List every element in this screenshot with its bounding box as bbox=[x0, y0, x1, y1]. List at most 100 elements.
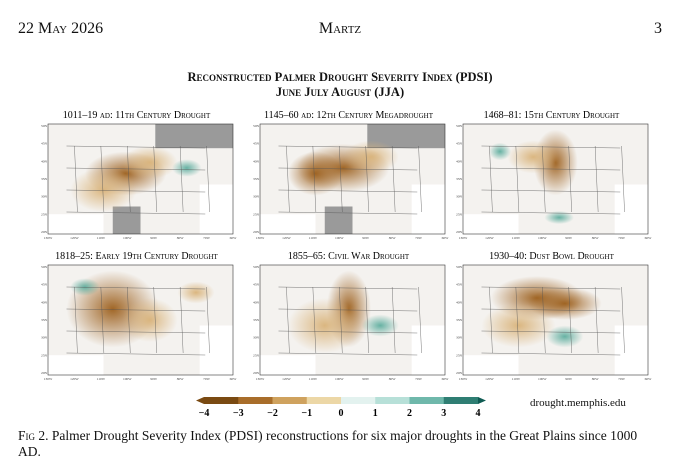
map-frame bbox=[462, 264, 649, 376]
ocean bbox=[614, 184, 648, 234]
panel-title: 1468–81: 15th Century Drought bbox=[484, 110, 620, 121]
lat-label: 35N bbox=[253, 318, 260, 322]
state-line bbox=[286, 286, 290, 354]
state-line bbox=[391, 286, 396, 354]
state-line bbox=[66, 145, 206, 149]
lon-label: 90W bbox=[565, 377, 573, 381]
colorbar-segment bbox=[238, 397, 273, 404]
anomaly bbox=[488, 142, 512, 161]
header-author: Martz bbox=[318, 20, 362, 37]
lat-label: 50N bbox=[456, 124, 463, 128]
state-line bbox=[481, 189, 621, 193]
lon-label: 100W bbox=[123, 236, 132, 240]
lon-label: 120W bbox=[282, 377, 291, 381]
ocean bbox=[260, 214, 316, 234]
lat-label: 20N bbox=[456, 371, 463, 375]
colorbar-segment bbox=[375, 397, 410, 404]
colorbar-tick-label: 3 bbox=[441, 408, 446, 419]
colorbar-tick-label: −4 bbox=[199, 408, 210, 419]
colorbar-tick-label: −3 bbox=[233, 408, 244, 419]
lon-label: 110W bbox=[309, 236, 318, 240]
ocean bbox=[463, 355, 519, 375]
map-frame bbox=[47, 264, 234, 376]
colorbar-segment bbox=[443, 397, 479, 404]
panel-title: 1145–60 ad: 12th Century Megadrought bbox=[264, 110, 434, 121]
lon-label: 100W bbox=[335, 377, 344, 381]
lat-label: 35N bbox=[253, 177, 260, 181]
state-line bbox=[481, 308, 621, 312]
header-page: 3 bbox=[654, 20, 662, 37]
colorbar-segment bbox=[409, 397, 445, 404]
state-line bbox=[278, 167, 418, 171]
lon-label: 70W bbox=[415, 377, 423, 381]
map-inner bbox=[48, 124, 233, 234]
state-line bbox=[66, 352, 206, 356]
lon-label: 100W bbox=[335, 236, 344, 240]
anomaly bbox=[544, 210, 574, 225]
figure: 1011–19 ad: 11th Century Drought50N45N40… bbox=[41, 110, 653, 419]
lon-label: 110W bbox=[97, 236, 106, 240]
state-line bbox=[481, 211, 621, 215]
state-line bbox=[127, 286, 131, 354]
lat-label: 30N bbox=[253, 195, 260, 199]
map: 50N 45N 40N 35N 30N 25N 20N 130W 120W 110W 100W 90W… bbox=[41, 123, 237, 240]
lat-label: 25N bbox=[456, 212, 463, 216]
colorbar-tick-label: 4 bbox=[476, 408, 481, 419]
anomaly bbox=[481, 303, 556, 348]
map: 50N 45N 40N 35N 30N 25N 20N 130W 120W 110W 100W 90W… bbox=[253, 264, 449, 381]
colorbar-arrow bbox=[196, 397, 204, 404]
state-line bbox=[100, 145, 105, 213]
state-line bbox=[312, 286, 317, 354]
lon-label: 130W bbox=[44, 236, 53, 240]
no-data bbox=[155, 124, 233, 149]
state-line bbox=[66, 167, 206, 171]
anomaly bbox=[343, 140, 399, 174]
ocean bbox=[411, 325, 445, 375]
lat-label: 30N bbox=[41, 336, 48, 340]
lon-label: 120W bbox=[485, 236, 494, 240]
state-line bbox=[481, 145, 621, 149]
map-inner bbox=[260, 265, 445, 375]
state-line bbox=[594, 286, 599, 354]
lon-label: 130W bbox=[256, 236, 265, 240]
lat-label: 30N bbox=[456, 336, 463, 340]
lat-label: 40N bbox=[41, 300, 48, 304]
state-line bbox=[339, 145, 343, 213]
lon-label: 80W bbox=[592, 377, 600, 381]
lon-label: 90W bbox=[150, 377, 158, 381]
lat-label: 40N bbox=[456, 300, 463, 304]
figure-subtitle: June July August (JJA) bbox=[275, 85, 405, 99]
lat-label: 50N bbox=[253, 124, 260, 128]
lon-label: 110W bbox=[97, 377, 106, 381]
colorbar-segment bbox=[204, 397, 239, 404]
no-data bbox=[324, 206, 353, 234]
state-line bbox=[594, 145, 599, 213]
lat-label: 20N bbox=[41, 230, 48, 234]
lat-label: 40N bbox=[456, 159, 463, 163]
state-line bbox=[489, 286, 493, 354]
lat-label: 40N bbox=[253, 300, 260, 304]
lat-label: 40N bbox=[41, 159, 48, 163]
ocean bbox=[199, 184, 233, 234]
colorbar-segment bbox=[306, 397, 342, 404]
map-frame bbox=[259, 264, 446, 376]
anomaly bbox=[171, 159, 202, 177]
state-line bbox=[481, 330, 621, 334]
lon-label: 70W bbox=[618, 236, 626, 240]
lon-label: 130W bbox=[44, 377, 53, 381]
map-frame bbox=[462, 123, 649, 235]
map-inner bbox=[463, 124, 648, 234]
lon-label: 60W bbox=[645, 236, 653, 240]
state-line bbox=[179, 145, 184, 213]
lon-label: 80W bbox=[389, 236, 397, 240]
state-line bbox=[515, 286, 520, 354]
lon-label: 100W bbox=[123, 377, 132, 381]
state-line bbox=[127, 145, 131, 213]
ocean bbox=[411, 184, 445, 234]
anomaly bbox=[122, 298, 178, 342]
lat-label: 35N bbox=[41, 177, 48, 181]
caption: Fig 2. Palmer Drought Severity Index (PD… bbox=[18, 428, 658, 460]
lon-label: 80W bbox=[177, 377, 185, 381]
state-line bbox=[74, 145, 78, 213]
state-line bbox=[278, 286, 418, 290]
